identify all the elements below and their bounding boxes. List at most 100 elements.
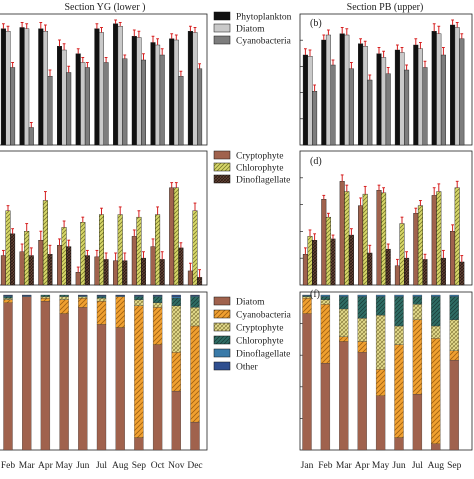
bar-f-cryptophyte-jun bbox=[394, 325, 404, 345]
bar-c-cryptophyte-jul bbox=[94, 256, 100, 286]
bar-f-cyanobacteria-jun bbox=[394, 344, 404, 438]
bar-a-phytoplankton-apr bbox=[38, 28, 44, 146]
bar-a-diatom-feb bbox=[5, 31, 11, 146]
bar-b-cyanobacteria-aug bbox=[440, 54, 446, 146]
bar-d-cryptophyte-aug bbox=[431, 195, 437, 286]
bar-f-cryptophyte-apr bbox=[357, 318, 367, 342]
bar-e-chlorophyte-sep bbox=[134, 296, 144, 300]
bar-d-cryptophyte-feb bbox=[321, 199, 327, 286]
bar-e-diatom-sep bbox=[134, 437, 144, 451]
bar-d-dinoflagellate-jul bbox=[422, 259, 428, 286]
bar-b-cyanobacteria-may bbox=[385, 73, 391, 146]
bar-f-cyanobacteria-jan bbox=[302, 297, 312, 314]
bar-c-chlorophyte-jul bbox=[98, 214, 104, 286]
bar-d-chlorophyte-jan bbox=[307, 236, 313, 286]
bar-c-cryptophyte-may bbox=[57, 245, 63, 286]
bar-b-cyanobacteria-mar bbox=[348, 68, 354, 146]
bar-e-cyanobacteria-nov bbox=[171, 352, 181, 392]
bar-a-phytoplankton-dec bbox=[187, 31, 193, 146]
bar-e-cryptophyte-dec bbox=[190, 307, 200, 327]
xtick-label-e-feb: Feb bbox=[1, 461, 16, 471]
panel-label-b: (b) bbox=[310, 18, 322, 29]
bar-e-cryptophyte-may bbox=[59, 296, 69, 300]
bar-e-other-jun bbox=[78, 294, 88, 296]
bar-b-phytoplankton-mar bbox=[339, 33, 345, 146]
bar-c-chlorophyte-apr bbox=[42, 200, 48, 286]
bar-b-diatom-jun bbox=[399, 52, 405, 146]
legend-label-bottom-other: Other bbox=[236, 363, 258, 373]
legend-swatch-top-cyanobacteria bbox=[213, 35, 231, 45]
legend-label-middle-cryptophyte: Cryptophyte bbox=[236, 152, 284, 162]
bar-f-cyanobacteria-may bbox=[375, 369, 386, 396]
xtick-label-f-may: May bbox=[372, 461, 390, 471]
bar-e-chlorophyte-nov bbox=[171, 297, 181, 307]
bar-e-cryptophyte-jun bbox=[78, 296, 88, 299]
bar-d-dinoflagellate-jan bbox=[312, 239, 318, 286]
bar-e-other-sep bbox=[134, 294, 144, 296]
bar-a-cyanobacteria-mar bbox=[28, 127, 34, 146]
bar-d-chlorophyte-mar bbox=[344, 191, 350, 286]
bar-b-phytoplankton-aug bbox=[431, 31, 437, 146]
xtick-label-e-nov: Nov bbox=[168, 461, 185, 471]
legend-label-middle-dinoflagellate: Dinoflagellate bbox=[236, 175, 290, 186]
bar-d-chlorophyte-feb bbox=[325, 216, 331, 286]
bar-a-phytoplankton-jun bbox=[75, 53, 81, 146]
bar-f-chlorophyte-may bbox=[375, 296, 386, 316]
bar-a-phytoplankton-sep bbox=[131, 36, 137, 146]
legend-label-bottom-diatom: Diatom bbox=[236, 298, 265, 308]
bar-a-cyanobacteria-aug bbox=[122, 58, 128, 146]
bar-c-cryptophyte-mar bbox=[19, 251, 25, 286]
bar-a-diatom-sep bbox=[136, 37, 142, 146]
bar-a-phytoplankton-mar bbox=[19, 27, 25, 146]
bar-d-dinoflagellate-jun bbox=[404, 257, 410, 286]
bar-f-dinoflagellate-aug bbox=[431, 294, 441, 297]
bar-c-chlorophyte-jun bbox=[80, 222, 86, 286]
bar-f-chlorophyte-apr bbox=[357, 296, 367, 319]
bar-e-cyanobacteria-jul bbox=[96, 301, 107, 325]
bar-f-diatom-sep bbox=[449, 359, 459, 451]
bar-b-diatom-apr bbox=[362, 46, 368, 146]
bar-e-cyanobacteria-apr bbox=[40, 297, 51, 302]
legend-swatch-bottom-chlorophyte bbox=[213, 335, 231, 345]
bar-e-cyanobacteria-sep bbox=[134, 305, 144, 438]
legend-label-top-phytoplankton: Phytoplankton bbox=[236, 13, 292, 23]
bar-f-dinoflagellate-apr bbox=[357, 294, 367, 297]
legend-label-top-cyanobacteria: Cyanobacteria bbox=[236, 37, 292, 47]
bar-b-cyanobacteria-apr bbox=[367, 79, 373, 146]
bar-e-diatom-jul bbox=[96, 324, 107, 451]
bar-a-phytoplankton-feb bbox=[0, 28, 6, 146]
bar-a-phytoplankton-may bbox=[57, 46, 63, 146]
bar-e-chlorophyte-oct bbox=[152, 296, 163, 303]
bar-b-diatom-jul bbox=[417, 48, 423, 146]
bar-c-chlorophyte-dec bbox=[192, 210, 198, 286]
bar-a-diatom-jul bbox=[98, 32, 104, 146]
bar-d-cryptophyte-jul bbox=[413, 213, 419, 286]
bar-c-cryptophyte-sep bbox=[131, 236, 137, 286]
bar-e-diatom-oct bbox=[152, 344, 163, 451]
bar-e-other-mar bbox=[22, 294, 32, 296]
bar-c-chlorophyte-feb bbox=[5, 210, 11, 286]
xtick-label-f-jul: Jul bbox=[412, 461, 423, 471]
bar-a-diatom-oct bbox=[155, 44, 161, 146]
xtick-label-f-mar: Mar bbox=[336, 461, 353, 471]
bar-e-chlorophyte-feb bbox=[3, 296, 13, 299]
bar-a-diatom-may bbox=[61, 49, 67, 146]
bar-e-diatom-nov bbox=[171, 390, 181, 451]
bar-f-diatom-aug bbox=[431, 443, 441, 451]
legend-label-bottom-chlorophyte: Chlorophyte bbox=[236, 337, 284, 347]
bar-c-chlorophyte-may bbox=[61, 227, 67, 286]
legend-label-top-diatom: Diatom bbox=[236, 25, 265, 35]
bar-f-cyanobacteria-feb bbox=[320, 304, 331, 364]
bar-d-cryptophyte-jun bbox=[394, 265, 400, 286]
xtick-label-e-sep: Sep bbox=[132, 461, 147, 471]
bar-e-cyanobacteria-jun bbox=[78, 297, 88, 308]
bar-f-diatom-jun bbox=[394, 437, 404, 451]
xtick-label-e-mar: Mar bbox=[19, 461, 36, 471]
bar-f-cyanobacteria-sep bbox=[449, 350, 459, 361]
bar-e-cyanobacteria-feb bbox=[3, 299, 13, 303]
panel-f-frame bbox=[299, 291, 473, 451]
bar-c-dinoflagellate-nov bbox=[178, 247, 184, 286]
bar-e-cryptophyte-sep bbox=[134, 299, 144, 306]
bar-e-cyanobacteria-aug bbox=[115, 296, 125, 328]
